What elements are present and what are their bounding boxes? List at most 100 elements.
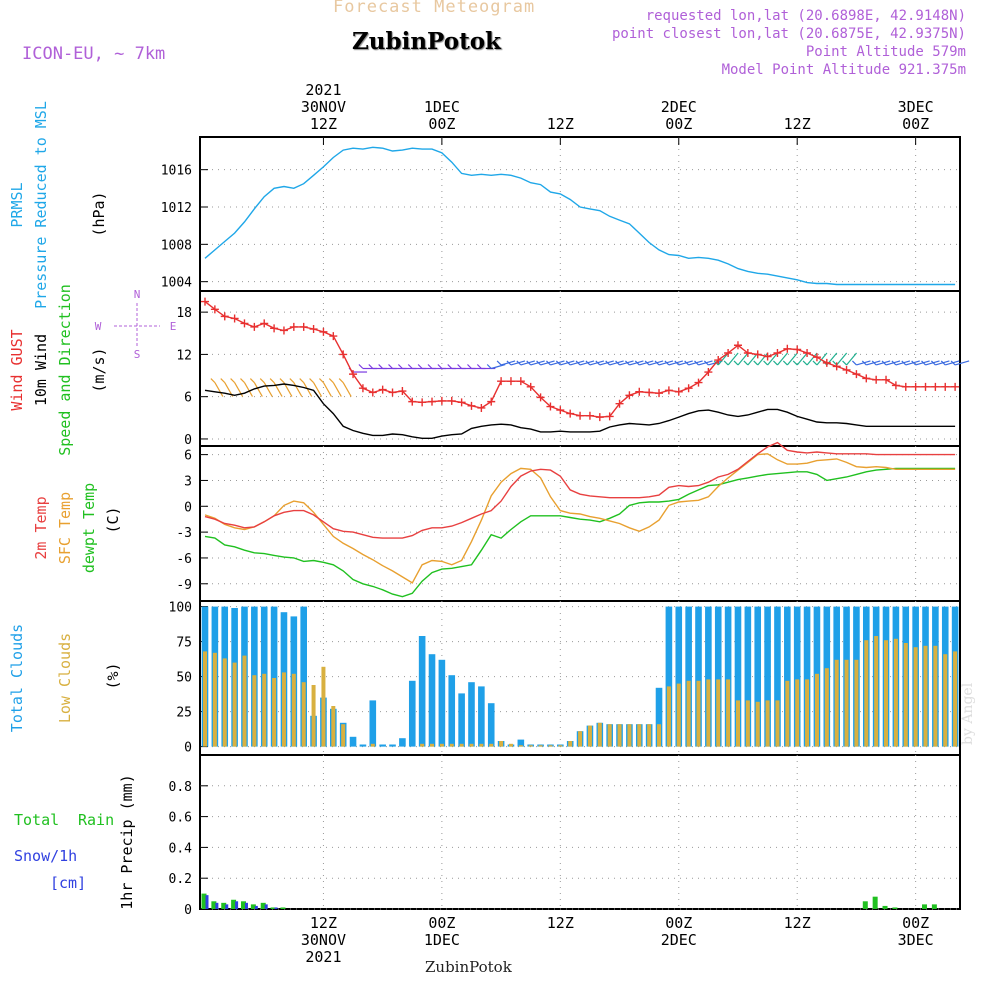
low-cloud-bar bbox=[844, 659, 849, 747]
low-cloud-bar bbox=[469, 743, 474, 747]
total-cloud-bar bbox=[655, 687, 663, 747]
wind-barb-flag bbox=[486, 364, 492, 369]
low-cloud-bar bbox=[597, 722, 602, 747]
wind-barb-flag bbox=[397, 364, 403, 369]
wind-barb-flag bbox=[950, 360, 956, 366]
wind-gust-point bbox=[743, 349, 752, 357]
total-cloud-bar bbox=[675, 606, 683, 747]
wind-barb-flag bbox=[812, 360, 818, 366]
wind-barb bbox=[609, 360, 624, 366]
wind-gust-line bbox=[204, 301, 956, 418]
wind-barb-flag bbox=[674, 360, 680, 366]
low-cloud-bar bbox=[805, 679, 810, 747]
sfc-temp-line bbox=[204, 453, 956, 584]
wind-gust-point bbox=[339, 350, 348, 359]
wind-gust-point bbox=[556, 406, 565, 415]
ytick-label: 0.2 bbox=[169, 872, 192, 887]
wind-gust-point bbox=[358, 384, 367, 393]
wind-barb-flag bbox=[842, 360, 847, 366]
wind-barb bbox=[589, 360, 605, 366]
low-cloud-bar bbox=[449, 743, 454, 747]
low-cloud-bar bbox=[459, 743, 464, 747]
total-clouds-label: Total Clouds bbox=[8, 624, 26, 732]
rain-bar bbox=[201, 893, 207, 909]
wind-gust-point bbox=[467, 401, 476, 410]
wind-gust-point bbox=[398, 387, 407, 396]
wind-barb-flag bbox=[259, 378, 265, 384]
ytick-label: 0 bbox=[184, 500, 192, 515]
wind-gust-point bbox=[546, 402, 555, 411]
wind-gust-point bbox=[349, 370, 358, 379]
low-cloud-bar bbox=[755, 701, 760, 747]
wind-barb bbox=[846, 352, 858, 366]
wind-barb-flag bbox=[417, 364, 423, 369]
wind-barb-flag bbox=[654, 360, 660, 366]
footer-location: ZubinPotok bbox=[425, 958, 512, 976]
low-cloud-bar bbox=[765, 700, 770, 747]
ytick-label: 18 bbox=[176, 306, 192, 321]
wind-barb-flag bbox=[249, 378, 255, 384]
top-time-label: 12Z bbox=[784, 115, 811, 133]
total-cloud-bar bbox=[517, 739, 525, 747]
wind-barb-flag bbox=[240, 378, 245, 384]
compass-s: S bbox=[134, 348, 141, 361]
panel-frame-pressure bbox=[199, 136, 961, 292]
low-cloud-bar bbox=[518, 745, 523, 747]
wind-barb-flag bbox=[407, 364, 413, 369]
wind-gust-point bbox=[694, 378, 703, 387]
low-cloud-bar bbox=[893, 638, 898, 747]
wind-barb bbox=[540, 360, 555, 366]
wind-barb bbox=[786, 352, 798, 366]
wind-gust-point bbox=[447, 396, 456, 405]
low-cloud-bar bbox=[785, 680, 790, 747]
low-cloud-bar bbox=[499, 741, 504, 747]
low-cloud-bar bbox=[508, 743, 513, 747]
wind-barb bbox=[530, 360, 545, 366]
wind-gust-point bbox=[684, 384, 693, 393]
total-cloud-bar bbox=[803, 606, 811, 747]
wind-barb bbox=[806, 352, 818, 366]
total-cloud-bar bbox=[793, 606, 801, 747]
wind-barb bbox=[313, 382, 323, 397]
wind-gust-point bbox=[951, 382, 960, 391]
wind-gust-point bbox=[714, 356, 723, 365]
wind-barb-flag bbox=[782, 360, 788, 366]
wind-gust-point bbox=[536, 393, 545, 402]
total-cloud-bar bbox=[399, 738, 406, 747]
wind-barb bbox=[737, 352, 749, 366]
wind-barb-flag bbox=[210, 378, 216, 384]
snow-bar bbox=[215, 902, 219, 909]
top-time-label: 00Z bbox=[665, 115, 692, 133]
wind-barb-flag bbox=[881, 360, 887, 366]
requested-coords: requested lon,lat (20.6898E, 42.9148N) bbox=[645, 8, 966, 24]
wind-barb-flag bbox=[605, 360, 611, 366]
wind-barb-flag bbox=[921, 360, 926, 366]
wind-gust-label: Wind GUST bbox=[8, 329, 26, 410]
rain-bar bbox=[862, 901, 868, 909]
ytick-label: 0 bbox=[184, 433, 192, 448]
wind-barb-flag bbox=[447, 364, 453, 369]
total-cloud-bar bbox=[458, 693, 465, 747]
wind-barb-flag bbox=[585, 360, 591, 366]
wind-barb bbox=[599, 360, 614, 366]
wind-gust-point bbox=[862, 374, 871, 383]
wind-gust-point bbox=[309, 325, 318, 334]
rain-bar bbox=[260, 902, 266, 909]
rain-bar bbox=[221, 902, 227, 909]
ytick-label: 1008 bbox=[161, 238, 192, 253]
snow-unit-label: [cm] bbox=[50, 874, 86, 892]
pressure-label-prmsl: PRMSL bbox=[8, 182, 26, 227]
location-title: ZubinPotok bbox=[352, 28, 501, 55]
low-cloud-bar bbox=[834, 659, 839, 747]
wind-barb-flag bbox=[467, 364, 472, 369]
total-cloud-bar bbox=[270, 606, 278, 747]
wind-barb bbox=[283, 382, 293, 397]
wind-barb-flag bbox=[733, 360, 739, 366]
snow-bar bbox=[254, 905, 258, 909]
ytick-label: 25 bbox=[176, 706, 192, 721]
wind-gust-point bbox=[250, 322, 259, 331]
wind-gust-point bbox=[803, 349, 812, 357]
wind-barb-flag bbox=[664, 360, 670, 366]
wind-gust-point bbox=[921, 382, 930, 391]
wind-barb bbox=[303, 382, 313, 397]
